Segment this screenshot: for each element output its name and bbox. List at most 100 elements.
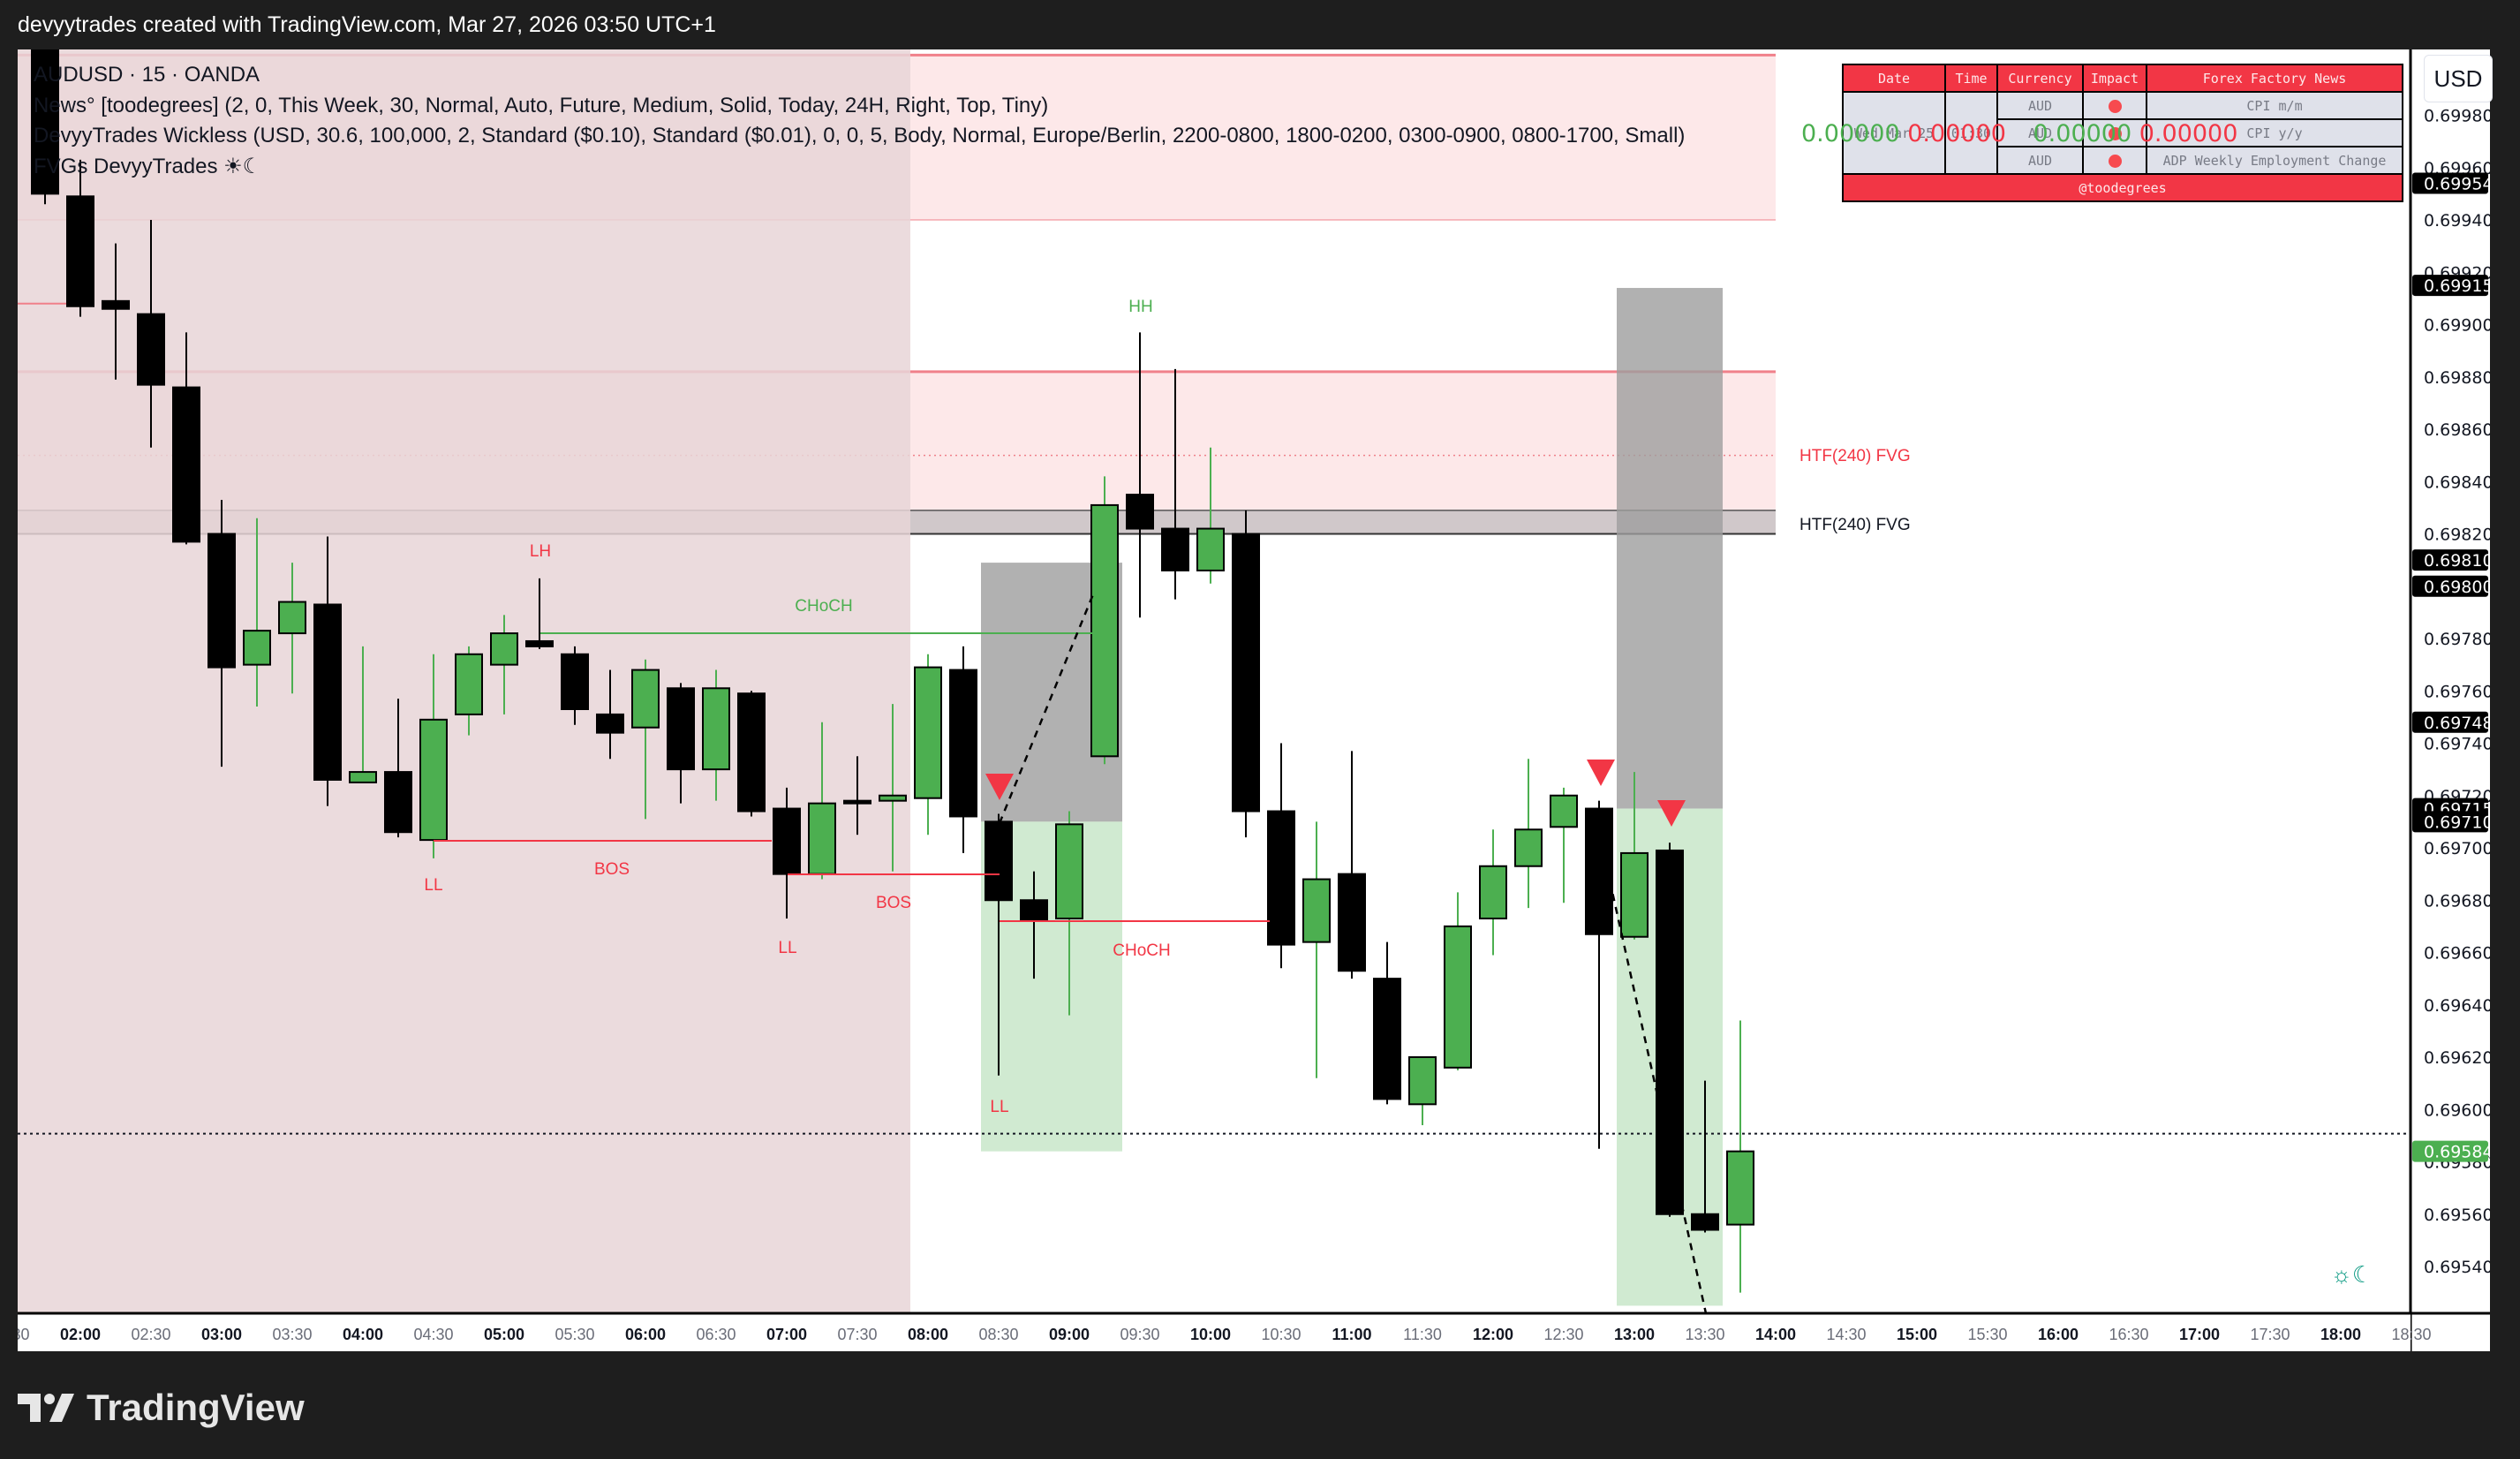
impact-high-icon	[2082, 91, 2147, 120]
candle-body	[137, 313, 165, 386]
indicator-fvgs[interactable]: FVGs DevyyTrades ☀☾	[34, 154, 262, 178]
price-tick-label: 0.69780	[2424, 630, 2490, 649]
sell-signal-triangle	[1587, 760, 1615, 786]
time-tick-label: 06:30	[696, 1326, 736, 1343]
label-htf-fvg-bottom: HTF(240) FVG	[1799, 516, 1911, 534]
candle-body	[631, 669, 660, 729]
candle-body	[1726, 1150, 1754, 1226]
candle	[278, 563, 306, 694]
price-tick-label: 0.69840	[2424, 472, 2490, 492]
price-label: 0.69584	[2424, 1143, 2490, 1162]
currency-button[interactable]: USD	[2424, 55, 2493, 102]
price-tick-label: 0.69660	[2424, 944, 2490, 964]
candle	[737, 691, 766, 817]
sell-signal-triangle	[985, 774, 1014, 800]
candle	[137, 220, 165, 448]
time-tick-label: 12:00	[1473, 1326, 1513, 1343]
candle	[419, 654, 448, 858]
candle-body	[66, 195, 94, 307]
price-label-box	[2412, 549, 2488, 571]
candle-body	[879, 794, 907, 802]
candle-body	[349, 771, 377, 783]
candle-body	[1373, 978, 1401, 1100]
indicator-wickless[interactable]: DevyyTrades Wickless (USD, 30.6, 100,000…	[34, 124, 1686, 147]
price-tick-label: 0.69600	[2424, 1100, 2490, 1120]
time-tick-label: 10:00	[1190, 1326, 1231, 1343]
time-tick-label: 14:30	[1826, 1326, 1866, 1343]
candle	[1196, 447, 1225, 584]
candle-body	[1161, 527, 1189, 571]
impact-high-icon	[2082, 118, 2147, 147]
candle-body	[313, 603, 342, 781]
indicator-value: 0.00000	[2139, 120, 2238, 147]
price-label-box	[2412, 811, 2488, 833]
news-title: ADP Weekly Employment Change	[2146, 146, 2403, 175]
candle-body	[455, 653, 483, 715]
indicator-news[interactable]: News° [toodegrees] (2, 0, This Week, 30,…	[34, 93, 1049, 117]
impact-high-icon	[2082, 146, 2147, 175]
candle-body	[843, 799, 871, 805]
candle-body	[278, 601, 306, 635]
time-tick-label: 08:00	[908, 1326, 948, 1343]
candle	[1232, 510, 1260, 838]
price-tick-label: 0.69640	[2424, 996, 2490, 1016]
candle	[1055, 811, 1083, 1016]
header-currency: Currency	[1996, 64, 2084, 93]
candle-body	[914, 666, 942, 799]
candle	[1620, 772, 1649, 940]
candle	[808, 722, 836, 880]
candle	[1726, 1020, 1754, 1293]
news-currency: AUD	[1996, 118, 2084, 147]
candle-body	[1196, 527, 1225, 571]
price-chart[interactable]: HH LH CHoCH LL BOS BOS LL CHoCH LL HTF(2…	[0, 49, 2490, 1351]
candle-body	[985, 820, 1013, 902]
candle	[1338, 751, 1366, 979]
time-tick-label: 12:30	[1543, 1326, 1583, 1343]
candle-body	[172, 386, 200, 543]
candle	[490, 615, 518, 714]
label-bos: BOS	[876, 894, 911, 912]
label-choch-bull: CHoCH	[795, 597, 852, 616]
candle	[1444, 892, 1472, 1070]
logo-text: TradingView	[87, 1387, 305, 1428]
time-tick-label: 16:30	[2109, 1326, 2148, 1343]
candle	[561, 646, 589, 725]
candle-body	[525, 639, 554, 647]
indicator-value: 0.00000	[1907, 120, 2006, 147]
candle	[455, 646, 483, 736]
chart-pane[interactable]: HH LH CHoCH LL BOS BOS LL CHoCH LL HTF(2…	[0, 49, 2493, 1351]
candle-body	[1090, 503, 1119, 758]
header-time: Time	[1944, 64, 1998, 93]
time-tick-label: 03:30	[272, 1326, 312, 1343]
candle	[1585, 800, 1613, 1149]
time-tick-label: 16:00	[2038, 1326, 2079, 1343]
news-time: 01:30	[1944, 91, 1998, 175]
candle	[102, 243, 130, 380]
candle-body	[1444, 925, 1472, 1069]
time-tick-label: 04:30	[413, 1326, 453, 1343]
candle-body	[1232, 533, 1260, 813]
candle	[702, 669, 730, 801]
price-tick-label: 0.69880	[2424, 368, 2490, 388]
projection-line-2	[1605, 867, 1708, 1314]
candle-body	[1267, 810, 1295, 946]
symbol-title[interactable]: AUDUSD · 15 · OANDA	[34, 63, 260, 87]
price-label: 0.69915	[2424, 276, 2490, 296]
candle	[1090, 476, 1119, 765]
time-tick-label: 05:30	[555, 1326, 594, 1343]
axis-corner	[0, 1313, 18, 1351]
candle-body	[596, 713, 624, 734]
top-bar: devyytrades created with TradingView.com…	[0, 0, 2520, 49]
candle	[1267, 743, 1295, 969]
price-label-box	[2412, 575, 2488, 597]
tradingview-logo: TradingView	[18, 1387, 305, 1429]
sun-moon-icon[interactable]: ☼☾	[2331, 1261, 2373, 1288]
candle	[1550, 787, 1578, 903]
indicator-values-overlay: 0.00000 0.00000 0.00000 0.00000	[1801, 120, 2257, 147]
time-tick-label: 09:30	[1120, 1326, 1159, 1343]
candle	[172, 332, 200, 545]
price-tick-label: 0.69820	[2424, 525, 2490, 545]
price-tick-label: 0.69900	[2424, 316, 2490, 336]
candle-body	[243, 630, 271, 666]
time-axis	[18, 1313, 2411, 1351]
